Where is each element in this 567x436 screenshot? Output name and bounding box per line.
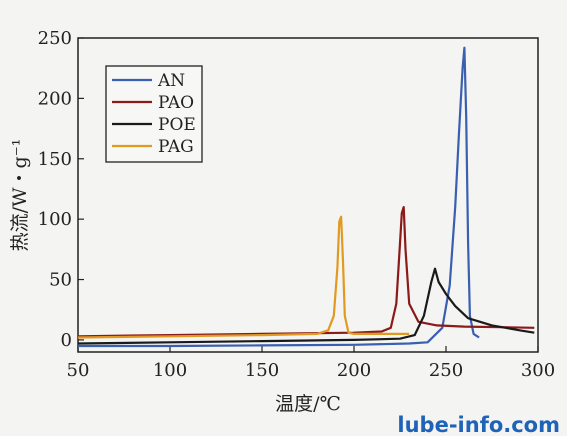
y-tick-label: 100 — [38, 209, 72, 230]
series-line-poe — [78, 267, 535, 345]
y-axis: 0 50 100 150 200 250 — [38, 28, 84, 351]
series-line-pao — [78, 206, 535, 338]
series-group — [78, 46, 535, 348]
y-tick-label: 200 — [38, 88, 72, 109]
y-tick-label: 50 — [49, 270, 72, 291]
x-axis: 50 100 150 200 250 300 — [67, 346, 555, 381]
y-axis-title: 热流/W・g⁻¹ — [9, 139, 31, 252]
legend-label-pag: PAG — [158, 137, 194, 157]
series-line-an — [78, 46, 480, 348]
y-tick-label: 150 — [38, 149, 72, 170]
legend-label-poe: POE — [158, 115, 196, 135]
series-line-pag — [78, 215, 410, 339]
x-tick-label: 100 — [153, 360, 187, 381]
legend-label-pao: PAO — [158, 93, 194, 113]
legend-label-an: AN — [157, 71, 185, 91]
watermark-text: lube-info.com — [397, 413, 560, 436]
plot-area — [77, 37, 539, 353]
y-tick-label: 250 — [38, 28, 72, 49]
x-tick-label: 300 — [521, 360, 555, 381]
x-axis-title: 温度/℃ — [275, 393, 341, 415]
x-tick-label: 200 — [337, 360, 371, 381]
x-tick-label: 250 — [429, 360, 463, 381]
x-tick-label: 50 — [67, 360, 90, 381]
y-tick-label: 0 — [61, 330, 72, 351]
x-tick-label: 150 — [245, 360, 279, 381]
